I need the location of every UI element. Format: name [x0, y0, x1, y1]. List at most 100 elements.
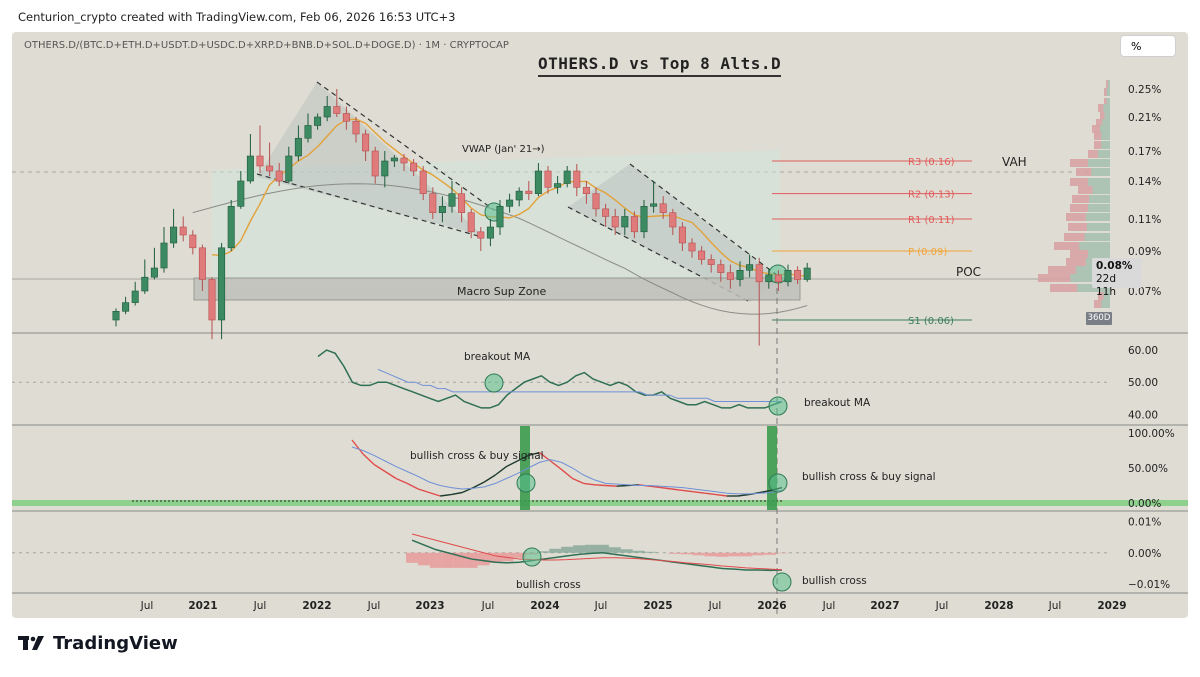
x-tick-10: Jul: [708, 600, 722, 612]
stoch-k-seg-33: [715, 493, 727, 497]
stoch-note-left: bullish cross & buy signal: [410, 450, 544, 462]
candle-body-62: [707, 259, 715, 265]
macd-hist-2: [429, 552, 442, 568]
chart-canvas[interactable]: Macro Sup Zone R3 (0.16) R2 (0.13) R1 (0.11…: [12, 32, 1188, 618]
chart-svg[interactable]: Macro Sup Zone R3 (0.16) R2 (0.13) R1 (0.11…: [12, 32, 1188, 618]
macd-hist-25: [704, 552, 717, 557]
candle-body-34: [438, 206, 446, 213]
candle-body-67: [755, 264, 763, 283]
volume-profile-up-7: [1101, 132, 1110, 140]
candle-body-59: [678, 226, 686, 244]
macd-hist-29: [752, 552, 765, 556]
stoch-k-seg-24: [616, 484, 628, 487]
stoch-k-seg-0: [351, 439, 364, 455]
volume-profile-up-6: [1100, 125, 1110, 133]
candle-body-58: [669, 212, 677, 228]
macd-hist-23: [680, 552, 693, 555]
stoch-k-seg-4: [395, 477, 408, 485]
scale-percent-label: %: [1131, 40, 1142, 53]
candle-body-60: [688, 242, 696, 252]
candle-body-6: [170, 226, 178, 244]
candle-body-35: [448, 193, 456, 207]
stoch-k-seg-23: [605, 484, 617, 487]
candle-body-0: [112, 310, 120, 321]
macd-line: [411, 539, 783, 572]
stoch-k-seg-31: [693, 491, 705, 494]
macd-hist-14: [573, 545, 586, 553]
macd-hist-9: [513, 552, 526, 558]
candle-body-20: [304, 125, 312, 139]
macd-hist-11: [537, 551, 550, 553]
volume-profile-up-0: [1107, 80, 1110, 88]
volume-profile-up-16: [1085, 213, 1110, 221]
x-tick-11: 2026: [757, 600, 786, 612]
x-tick-2: Jul: [253, 600, 267, 612]
volume-profile-up-14: [1089, 195, 1110, 203]
vwap-annotation: VWAP (Jan' 21→): [462, 144, 545, 155]
stoch-k-seg-1: [362, 453, 375, 466]
stoch-k-seg-22: [594, 484, 606, 487]
macd-hist-12: [549, 548, 562, 553]
current-price: 0.08%: [1096, 260, 1133, 272]
candle-body-30: [400, 157, 408, 164]
candle-body-3: [141, 276, 149, 292]
macd-hist-6: [477, 552, 490, 566]
volume-profile-up-17: [1086, 223, 1110, 231]
chart-title: OTHERS.D vs Top 8 Alts.D: [538, 54, 782, 77]
price-tick-0: 0.25%: [1128, 84, 1161, 96]
candle-body-54: [630, 216, 638, 233]
stoch-k-seg-19: [561, 468, 573, 480]
stoch-d-line: [351, 446, 783, 495]
rsi-tick-1: 50.00: [1128, 377, 1158, 389]
macd-hist-28: [740, 552, 753, 557]
candle-body-52: [611, 216, 619, 228]
indicators-group: breakout MA breakout MA 60.00 50.00 40.00 bul…: [12, 345, 1188, 592]
candle-body-65: [736, 270, 744, 280]
candle-body-42: [515, 190, 523, 201]
x-tick-1: 2021: [188, 600, 217, 612]
stoch-k-seg-35: [737, 493, 750, 497]
volume-profile-up-15: [1088, 204, 1110, 212]
candle-body-17: [275, 170, 283, 182]
stoch-tick-2: 0.00%: [1128, 498, 1161, 510]
stoch-k-seg-20: [572, 477, 584, 485]
macd-tick-1: 0.00%: [1128, 548, 1161, 560]
candle-body-19: [294, 137, 302, 157]
volume-profile-up-1: [1106, 88, 1110, 96]
candle-body-26: [362, 133, 370, 152]
profile-badge-360d[interactable]: 360D: [1086, 312, 1112, 325]
rsi-line: [317, 349, 783, 409]
x-tick-8: Jul: [594, 600, 608, 612]
x-tick-6: Jul: [481, 600, 495, 612]
candle-body-57: [659, 203, 667, 213]
pivot-label-1: R2 (0.13): [908, 190, 955, 201]
macd-hist-7: [489, 552, 502, 563]
rsi-circle-1: [768, 396, 788, 416]
candle-body-38: [477, 231, 485, 239]
price-tick-2: 0.17%: [1128, 146, 1161, 158]
candle-body-37: [467, 212, 475, 233]
tradingview-footer[interactable]: TradingView: [18, 630, 178, 656]
candle-body-71: [794, 270, 802, 280]
volume-profile-up-13: [1092, 186, 1110, 194]
stoch-k-seg-9: [451, 491, 463, 496]
macd-circle-1: [772, 572, 792, 592]
scale-percent-button[interactable]: %: [1120, 35, 1176, 57]
candle-body-5: [160, 242, 168, 269]
volume-profile-up-2: [1106, 98, 1110, 106]
tradingview-logo-icon: [18, 636, 44, 650]
candle-body-50: [592, 193, 600, 210]
wedge-1-top: [316, 81, 495, 211]
stoch-k-seg-32: [704, 492, 716, 496]
pivot-label-4: S1 (0.06): [908, 316, 954, 327]
poc-annotation: POC: [956, 265, 981, 279]
candle-body-25: [352, 120, 360, 135]
macd-hist-3: [441, 552, 454, 568]
candle-body-18: [285, 155, 293, 182]
candle-body-29: [390, 157, 398, 162]
candle-body-43: [525, 190, 533, 194]
volume-profile-up-11: [1091, 168, 1110, 176]
stoch-k-seg-21: [583, 482, 595, 486]
x-tick-9: 2025: [643, 600, 672, 612]
macd-hist-13: [561, 546, 574, 553]
